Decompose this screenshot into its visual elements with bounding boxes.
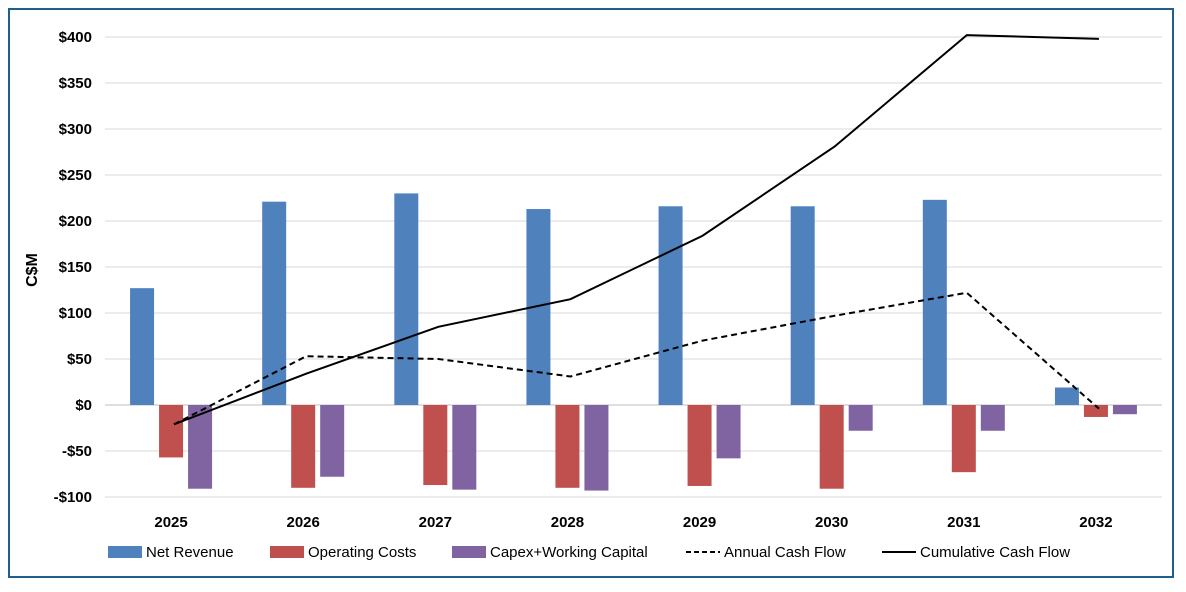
y-tick-label: $100 — [59, 305, 92, 322]
bar-capex-working-capital — [320, 405, 345, 477]
x-tick-labels: 2025 2026 2027 2028 2029 2030 2031 2032 — [154, 514, 1112, 531]
y-tick-label: $200 — [59, 213, 92, 230]
y-tick-label: $350 — [59, 75, 92, 92]
bar-net-revenue — [262, 201, 287, 405]
bar-net-revenue — [922, 199, 947, 405]
bars — [130, 193, 1137, 491]
bar-net-revenue — [394, 193, 419, 405]
x-tick-label: 2027 — [419, 514, 452, 531]
y-axis-label: C$M — [24, 253, 41, 287]
bar-net-revenue — [790, 206, 815, 405]
line-annual-cash-flow — [173, 291, 1100, 426]
legend-label: Annual Cash Flow — [724, 544, 846, 561]
bar-capex-working-capital — [452, 405, 477, 490]
bar-operating-costs — [687, 405, 712, 486]
bar-operating-costs — [159, 405, 184, 458]
x-tick-label: 2030 — [815, 514, 848, 531]
legend-label: Operating Costs — [308, 544, 416, 561]
y-tick-label: $150 — [59, 259, 92, 276]
bar-operating-costs — [951, 405, 976, 473]
bar-operating-costs — [1083, 405, 1108, 417]
bar-capex-working-capital — [1112, 405, 1137, 415]
bar-net-revenue — [130, 288, 155, 405]
bar-net-revenue — [1054, 387, 1079, 405]
line-cumulative-cash-flow — [173, 34, 1099, 426]
legend: Net Revenue Operating Costs Capex+Working … — [108, 544, 1070, 561]
bar-operating-costs — [423, 405, 448, 486]
legend-swatch — [452, 546, 486, 558]
bar-operating-costs — [819, 405, 844, 489]
x-tick-label: 2029 — [683, 514, 716, 531]
x-tick-label: 2031 — [947, 514, 980, 531]
legend-label: Capex+Working Capital — [490, 544, 648, 561]
bar-capex-working-capital — [188, 405, 213, 489]
x-tick-label: 2025 — [154, 514, 187, 531]
y-tick-label: $0 — [75, 397, 92, 414]
bar-capex-working-capital — [584, 405, 609, 491]
legend-label: Net Revenue — [146, 544, 234, 561]
x-tick-label: 2026 — [287, 514, 320, 531]
lines — [173, 34, 1100, 426]
y-tick-labels: $400 $350 $300 $250 $200 $150 $100 $50 $0 -$50 -$1… — [54, 29, 92, 506]
legend-swatch — [270, 546, 304, 558]
y-tick-label: -$100 — [54, 489, 92, 506]
y-tick-label: $300 — [59, 121, 92, 138]
bar-capex-working-capital — [848, 405, 873, 431]
bar-capex-working-capital — [716, 405, 741, 459]
y-tick-label: $250 — [59, 167, 92, 184]
bar-net-revenue — [658, 206, 683, 405]
bar-operating-costs — [555, 405, 580, 488]
x-tick-label: 2032 — [1079, 514, 1112, 531]
y-tick-label: $400 — [59, 29, 92, 46]
legend-swatch — [108, 546, 142, 558]
bar-capex-working-capital — [980, 405, 1005, 431]
y-tick-label: $50 — [67, 351, 92, 368]
y-tick-label: -$50 — [62, 443, 92, 460]
x-tick-label: 2028 — [551, 514, 584, 531]
bar-operating-costs — [291, 405, 316, 488]
legend-label: Cumulative Cash Flow — [920, 544, 1070, 561]
